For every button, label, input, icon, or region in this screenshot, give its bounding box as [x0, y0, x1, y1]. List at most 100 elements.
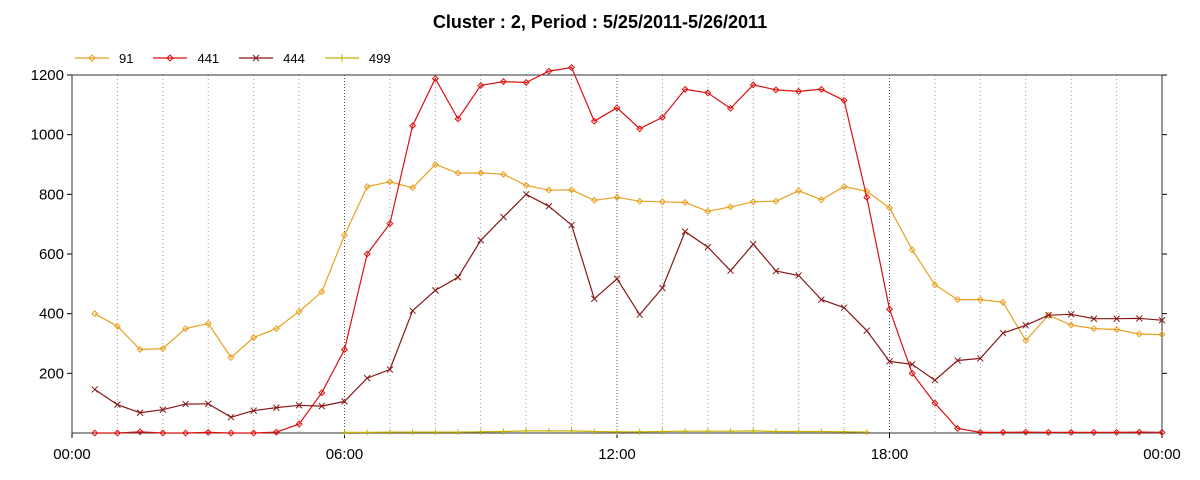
data-point-444 — [659, 284, 666, 292]
legend-item-499: 499 — [324, 51, 391, 66]
data-point-444 — [954, 357, 961, 364]
data-point-91 — [227, 354, 235, 362]
data-point-91 — [749, 198, 757, 206]
data-point-91 — [182, 325, 190, 333]
data-point-441 — [454, 115, 462, 123]
data-point-444 — [114, 401, 121, 409]
chart-title: Cluster : 2, Period : 5/25/2011-5/26/201… — [432, 12, 768, 32]
data-point-444 — [681, 228, 689, 235]
data-point-441 — [522, 78, 530, 86]
data-point-499 — [523, 427, 530, 434]
legend-swatch-91 — [75, 54, 109, 62]
data-point-441 — [340, 345, 349, 353]
data-point-444 — [182, 400, 189, 408]
data-point-91 — [272, 325, 280, 333]
data-point-441 — [817, 85, 825, 93]
data-point-91 — [817, 196, 825, 204]
data-point-91 — [704, 207, 712, 215]
data-point-441 — [295, 420, 303, 428]
data-point-444 — [477, 236, 485, 244]
data-point-444 — [727, 267, 734, 275]
data-point-444 — [431, 287, 439, 294]
data-point-441 — [931, 399, 939, 407]
data-point-91 — [931, 281, 939, 289]
data-point-441 — [795, 87, 803, 95]
data-point-441 — [1044, 428, 1052, 436]
x-tick-label: 12:00 — [598, 446, 636, 463]
data-point-91 — [999, 298, 1007, 306]
x-tick-label: 00:00 — [1143, 446, 1181, 463]
data-point-441 — [976, 428, 984, 436]
data-point-91 — [908, 246, 916, 254]
data-point-91 — [613, 193, 621, 201]
data-point-91 — [840, 183, 848, 191]
data-point-91 — [636, 197, 644, 205]
data-point-499 — [818, 428, 825, 435]
data-point-441 — [136, 428, 144, 436]
data-point-91 — [1090, 325, 1098, 333]
data-point-499 — [863, 429, 870, 436]
data-point-441 — [999, 428, 1007, 436]
data-point-91 — [772, 197, 780, 205]
legend-swatch-499 — [324, 54, 359, 62]
data-point-499 — [614, 428, 620, 435]
data-point-441 — [1113, 428, 1121, 436]
data-point-91 — [1158, 331, 1166, 339]
data-point-499 — [704, 428, 711, 435]
data-point-441 — [1135, 428, 1143, 436]
data-point-499 — [432, 429, 439, 436]
legend-item-444: 444 — [239, 51, 305, 66]
data-point-441 — [1067, 428, 1075, 436]
data-point-441 — [477, 81, 485, 89]
legend-label-444: 444 — [283, 50, 305, 66]
data-point-444 — [386, 366, 394, 373]
data-point-441 — [885, 305, 894, 313]
data-point-444 — [227, 413, 235, 421]
data-point-444 — [1113, 315, 1120, 323]
data-point-444 — [1135, 315, 1143, 322]
data-point-91 — [295, 308, 303, 316]
data-point-444 — [1067, 310, 1075, 318]
legend-label-91: 91 — [119, 50, 134, 66]
data-point-91 — [159, 345, 167, 353]
data-point-91 — [477, 169, 485, 177]
data-point-499 — [568, 427, 575, 434]
data-point-441 — [499, 78, 507, 86]
y-tick-label: 400 — [39, 306, 64, 323]
data-point-91 — [113, 322, 121, 330]
data-point-499 — [386, 429, 393, 436]
data-point-91 — [250, 334, 258, 342]
data-point-444 — [613, 275, 621, 283]
data-point-91 — [1067, 321, 1075, 329]
data-point-441 — [545, 67, 553, 75]
data-point-91 — [954, 296, 962, 304]
series-line-91 — [94, 163, 1163, 359]
data-point-499 — [364, 429, 371, 436]
data-point-444 — [931, 376, 939, 384]
data-point-441 — [272, 428, 280, 436]
y-tick-label: 1000 — [31, 127, 64, 144]
legend-swatch-444 — [239, 54, 274, 62]
data-point-444 — [318, 402, 326, 410]
data-point-441 — [908, 369, 916, 377]
y-tick-label: 1200 — [31, 67, 64, 84]
data-point-91 — [1135, 330, 1143, 338]
data-point-441 — [568, 64, 576, 72]
data-point-441 — [749, 81, 757, 89]
data-point-91 — [454, 169, 462, 177]
data-point-91 — [91, 310, 99, 318]
data-point-441 — [431, 75, 439, 83]
data-point-444 — [91, 386, 99, 393]
data-point-444 — [1045, 311, 1052, 319]
data-point-499 — [795, 428, 802, 435]
data-point-91 — [363, 183, 371, 191]
data-point-91 — [658, 198, 666, 206]
data-point-444 — [159, 406, 167, 414]
data-point-91 — [340, 231, 349, 239]
data-point-444 — [545, 202, 553, 210]
data-point-444 — [772, 267, 780, 275]
data-point-499 — [545, 427, 552, 434]
data-point-441 — [182, 429, 190, 437]
data-point-91 — [1113, 325, 1121, 333]
y-tick-label: 200 — [39, 365, 64, 382]
